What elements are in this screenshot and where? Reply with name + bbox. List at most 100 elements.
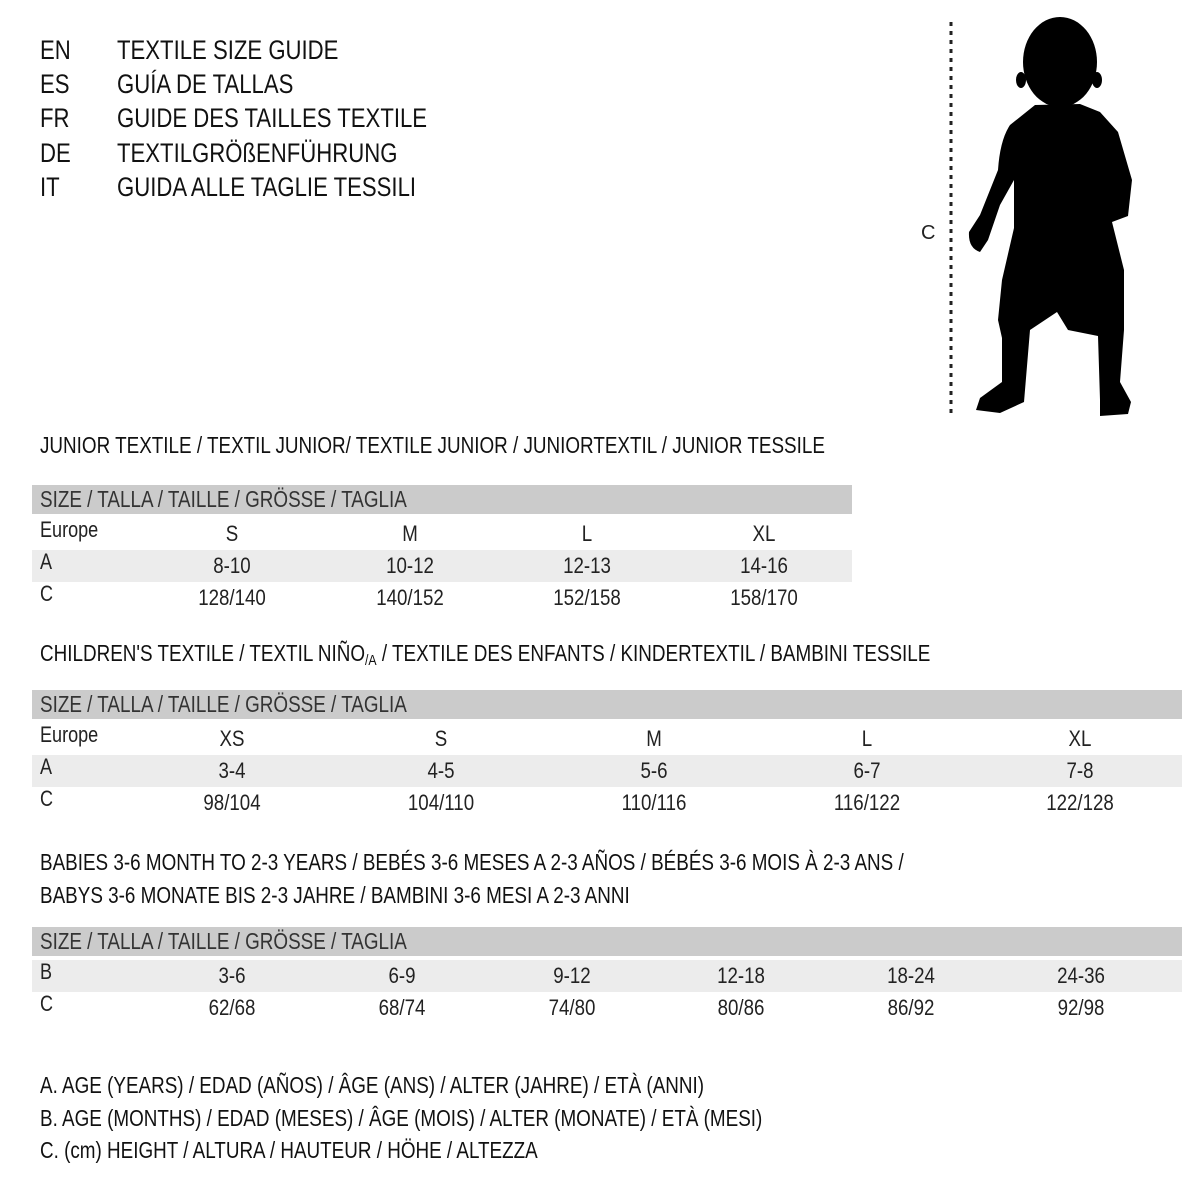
babies-size-table: SIZE / TALLA / TAILLE / GRÖSSE / TAGLIA B…: [32, 927, 1182, 1024]
babies-heading-text: BABIES 3-6 MONTH TO 2-3 YEARS / BEBÉS 3-…: [40, 849, 904, 875]
children-heading: CHILDREN'S TEXTILE / TEXTIL NIÑO/A / TEX…: [40, 638, 1126, 676]
row-label-cell: C: [40, 988, 56, 1020]
size-header-row: SIZE / TALLA / TAILLE / GRÖSSE / TAGLIA: [32, 690, 1182, 719]
table-cell: 9-12: [553, 963, 591, 988]
table-cell: 74/80: [548, 995, 596, 1020]
table-cell: 8-10: [213, 553, 251, 578]
title-text: GUÍA DE TALLAS: [117, 69, 294, 99]
title-text: GUIDA ALLE TAGLIE TESSILI: [117, 172, 417, 202]
child-silhouette-icon: [968, 17, 1132, 416]
heading-part: / TEXTILE DES ENFANTS / KINDERTEXTIL / B…: [376, 640, 931, 666]
lang-code: EN: [40, 35, 71, 65]
table-cell: 152/158: [553, 585, 621, 610]
row-label-cell: B: [40, 956, 55, 988]
table-cell: 18-24: [887, 963, 935, 988]
table-row: C 128/140 140/152 152/158 158/170: [32, 581, 852, 614]
lang-code: IT: [40, 172, 60, 202]
size-header-row: SIZE / TALLA / TAILLE / GRÖSSE / TAGLIA: [32, 927, 1182, 956]
row-label: A: [40, 754, 53, 779]
table-cell: 98/104: [203, 790, 261, 815]
height-label: C: [921, 222, 935, 244]
table-cell: XL: [752, 521, 776, 546]
size-header-text: SIZE / TALLA / TAILLE / GRÖSSE / TAGLIA: [40, 928, 407, 954]
table-cell: L: [581, 521, 593, 546]
table-row: C 62/68 68/74 74/80 80/86 86/92 92/98: [32, 991, 1182, 1024]
table-cell: 158/170: [730, 585, 798, 610]
junior-heading: JUNIOR TEXTILE / TEXTIL JUNIOR/ TEXTILE …: [40, 430, 997, 460]
table-row: A 8-10 10-12 12-13 14-16: [32, 549, 852, 582]
heading-part: CHILDREN'S TEXTILE / TEXTIL NIÑO: [40, 640, 366, 666]
table-row: B 3-6 6-9 9-12 12-18 18-24 24-36: [32, 959, 1182, 992]
babies-heading-line-2: BABYS 3-6 MONATE BIS 2-3 JAHRE / BAMBINI…: [40, 880, 759, 910]
table-cell: 3-6: [218, 963, 246, 988]
table-cell: 5-6: [640, 758, 668, 783]
table-cell: 92/98: [1057, 995, 1105, 1020]
table-cell: 128/140: [198, 585, 266, 610]
row-label-cell: Europe: [40, 719, 111, 751]
row-label-cell: Europe: [40, 514, 111, 546]
table-cell: 140/152: [376, 585, 444, 610]
table-cell: 14-16: [740, 553, 788, 578]
table-row: A 3-4 4-5 5-6 6-7 7-8: [32, 754, 1182, 787]
table-cell: 110/116: [621, 790, 687, 815]
table-cell: 116/122: [833, 790, 901, 815]
child-silhouette-figure: C: [921, 17, 1132, 416]
table-cell: 80/86: [717, 995, 765, 1020]
table-cell: 62/68: [208, 995, 256, 1020]
heading-part: /A: [365, 652, 377, 669]
table-cell: 12-13: [563, 553, 611, 578]
row-label-cell: A: [40, 751, 55, 783]
babies-heading-line-1: BABIES 3-6 MONTH TO 2-3 YEARS / BEBÉS 3-…: [40, 847, 1093, 877]
lang-code: ES: [40, 69, 70, 99]
table-cell: 86/92: [887, 995, 935, 1020]
table-cell: 122/128: [1046, 790, 1114, 815]
row-label: B: [40, 959, 53, 984]
row-label-cell: C: [40, 578, 56, 610]
table-row: Europe XS S M L XL: [32, 722, 1182, 755]
table-cell: L: [861, 726, 873, 751]
legend-a: A. AGE (YEARS) / EDAD (AÑOS) / ÂGE (ANS)…: [40, 1070, 850, 1100]
row-label: Europe: [40, 517, 99, 542]
legend-c: C. (cm) HEIGHT / ALTURA / HAUTEUR / HÖHE…: [40, 1135, 647, 1165]
size-header-row: SIZE / TALLA / TAILLE / GRÖSSE / TAGLIA: [32, 485, 852, 514]
table-cell: 6-7: [853, 758, 881, 783]
title-text: GUIDE DES TAILLES TEXTILE: [117, 103, 428, 133]
table-cell: XL: [1068, 726, 1092, 751]
table-cell: 104/110: [407, 790, 475, 815]
legend-b: B. AGE (MONTHS) / EDAD (MESES) / ÂGE (MO…: [40, 1103, 921, 1133]
children-size-table: SIZE / TALLA / TAILLE / GRÖSSE / TAGLIA E…: [32, 690, 1182, 819]
junior-size-table: SIZE / TALLA / TAILLE / GRÖSSE / TAGLIA E…: [32, 485, 852, 614]
legend-text: B. AGE (MONTHS) / EDAD (MESES) / ÂGE (MO…: [40, 1105, 763, 1131]
children-heading-text: CHILDREN'S TEXTILE / TEXTIL NIÑO/A / TEX…: [40, 638, 930, 676]
row-label: C: [40, 581, 54, 606]
row-label: C: [40, 991, 54, 1016]
size-header-text: SIZE / TALLA / TAILLE / GRÖSSE / TAGLIA: [40, 486, 407, 512]
lang-code: DE: [40, 138, 71, 168]
row-label-cell: A: [40, 546, 55, 578]
table-cell: S: [225, 521, 239, 546]
junior-heading-text: JUNIOR TEXTILE / TEXTIL JUNIOR/ TEXTILE …: [40, 432, 825, 458]
table-cell: 10-12: [386, 553, 434, 578]
table-cell: 3-4: [218, 758, 246, 783]
row-label: A: [40, 549, 53, 574]
legend-text: C. (cm) HEIGHT / ALTURA / HAUTEUR / HÖHE…: [40, 1137, 538, 1163]
table-row: Europe S M L XL: [32, 517, 852, 550]
row-label-cell: C: [40, 783, 56, 815]
babies-heading-text: BABYS 3-6 MONATE BIS 2-3 JAHRE / BAMBINI…: [40, 882, 630, 908]
table-cell: 4-5: [427, 758, 455, 783]
table-cell: 6-9: [388, 963, 416, 988]
title-text: TEXTILGRÖßENFÜHRUNG: [117, 138, 398, 168]
table-cell: 7-8: [1066, 758, 1094, 783]
table-cell: 12-18: [717, 963, 765, 988]
table-row: C 98/104 104/110 110/116 116/122 122/128: [32, 786, 1182, 819]
row-label: C: [40, 786, 54, 811]
size-header-text: SIZE / TALLA / TAILLE / GRÖSSE / TAGLIA: [40, 691, 407, 717]
table-cell: 24-36: [1057, 963, 1105, 988]
legend-text: A. AGE (YEARS) / EDAD (AÑOS) / ÂGE (ANS)…: [40, 1072, 705, 1098]
title-text: TEXTILE SIZE GUIDE: [117, 35, 339, 65]
lang-code: FR: [40, 103, 70, 133]
row-label: Europe: [40, 722, 99, 747]
table-cell: 68/74: [378, 995, 426, 1020]
table-cell: S: [434, 726, 448, 751]
table-cell: M: [646, 726, 662, 751]
